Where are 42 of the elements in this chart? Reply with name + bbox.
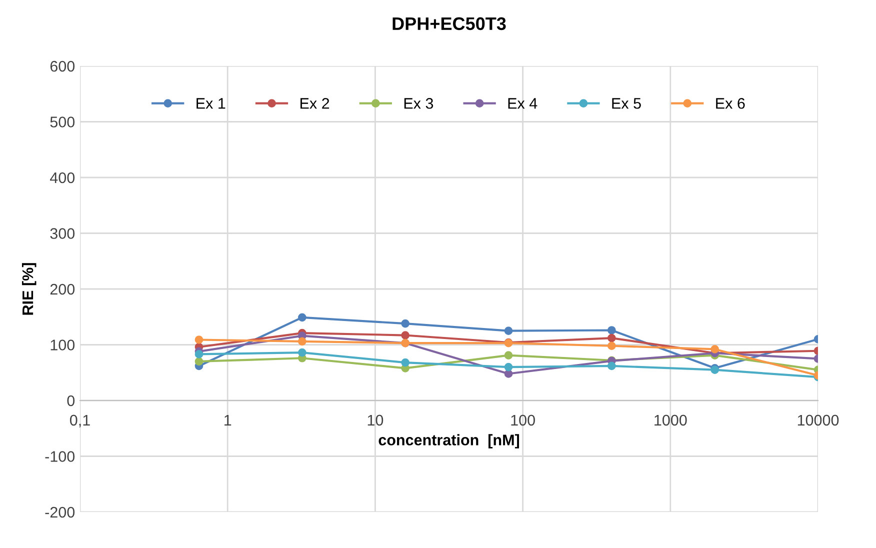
x-tick-label: 1000 [654, 414, 687, 426]
point [607, 342, 616, 350]
y-tick-label: 200 [50, 284, 75, 295]
x-tick-label: 10000 [798, 414, 839, 426]
legend-label: Ex 5 [612, 98, 641, 109]
y-tick-label: 0 [67, 395, 75, 406]
point [298, 348, 306, 357]
point [298, 337, 306, 346]
point [401, 331, 410, 340]
point [504, 326, 513, 335]
point [194, 350, 204, 358]
point [710, 345, 719, 354]
point [504, 362, 513, 372]
point [298, 313, 306, 322]
legend-label: Ex 2 [300, 98, 330, 109]
legend-label: Ex 3 [404, 98, 434, 109]
point [401, 358, 410, 367]
y-tick-label: 400 [50, 172, 75, 184]
x-axis-title: concentration [nM] [378, 434, 520, 448]
point [194, 336, 204, 344]
point [607, 334, 616, 342]
legend-label: Ex 1 [196, 98, 226, 109]
legend-label: Ex 6 [716, 98, 745, 109]
point [401, 319, 410, 328]
x-tick-label: 0,1 [70, 414, 90, 428]
point [607, 326, 616, 334]
chart-title: DPH+EC50T3 [392, 17, 506, 30]
x-tick-label: 1 [224, 414, 232, 426]
y-tick-label: -100 [45, 451, 75, 462]
y-axis-title: RIE [%] [22, 263, 36, 315]
y-tick-label: -200 [45, 506, 75, 518]
point [504, 351, 513, 360]
y-tick-label: 500 [50, 116, 75, 128]
point [504, 370, 513, 378]
y-tick-label: 600 [50, 60, 75, 72]
y-tick-label: 100 [50, 340, 75, 350]
point [607, 362, 616, 370]
x-tick-label: 100 [511, 414, 535, 426]
x-tick-label: 10 [368, 414, 384, 426]
legend-label: Ex 4 [508, 98, 538, 109]
y-tick-label: 300 [50, 228, 75, 239]
point [194, 357, 204, 366]
